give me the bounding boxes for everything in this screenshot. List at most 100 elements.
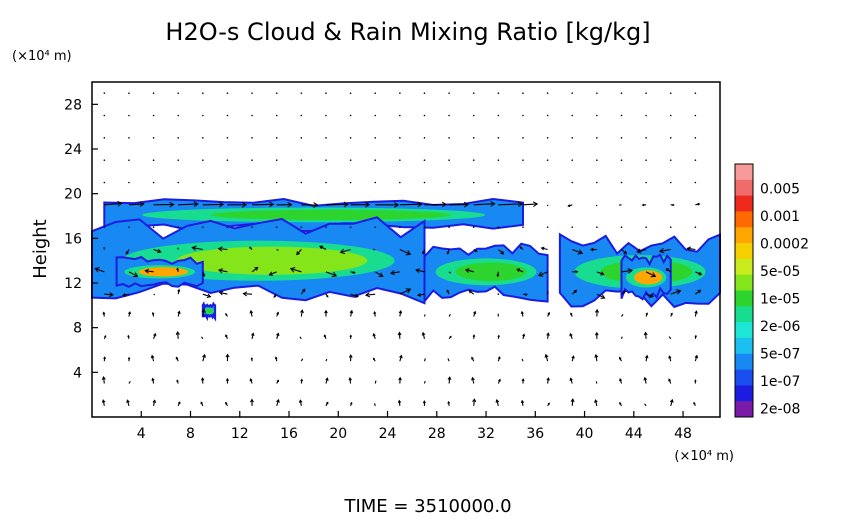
colorbar-swatch [735,179,753,197]
wind-vector [644,403,647,407]
wind-vector [417,293,425,296]
wind-vector-head [569,377,573,381]
wind-vector [594,399,598,406]
wind-vector-head [694,379,697,382]
wind-vector-dot [374,114,377,117]
wind-vector-head [658,247,665,254]
wind-vector-dot [103,137,106,139]
wind-vector-head [126,399,130,403]
wind-vector-dot [300,226,303,228]
wind-vector-head [225,334,228,338]
x-tick-label: 24 [379,426,397,442]
wind-vector-head [643,376,648,381]
wind-vector-head [364,292,371,298]
colorbar-label: 2e-08 [760,402,800,418]
wind-vector [498,203,523,206]
wind-vector-dot [275,92,278,94]
wind-vector-dot [448,159,450,161]
wind-vector-head [206,293,212,298]
wind-vector-head [152,399,157,403]
wind-vector-head [139,201,145,208]
wind-vector-dot [128,181,130,184]
wind-vector [644,332,647,339]
wind-vector-head [251,332,255,336]
y-tick-label: 16 [64,231,82,247]
wind-vector-head [325,377,329,381]
wind-vector-dot [325,137,327,139]
wind-vector-dot [423,226,426,228]
wind-vector-head [675,289,682,295]
wind-vector-head [472,334,476,337]
wind-vector-dot [620,226,623,228]
wind-vector [465,269,474,273]
wind-vector-dot [251,114,253,117]
wind-vector-dot [177,226,179,228]
wind-vector [636,248,647,253]
wind-vector [104,202,122,206]
wind-vector-dot [694,114,697,117]
wind-vector-head [573,289,578,294]
wind-vector-dot [620,181,623,184]
wind-vector-dot [374,92,377,94]
wind-vector-head [169,201,175,208]
wind-vector-dot [522,92,524,94]
wind-vector-head [517,201,524,207]
wind-vector-dot [546,114,549,117]
wind-vector [153,293,156,296]
wind-vector-head [218,201,225,208]
wind-vector-head [694,354,699,359]
wind-vector [390,271,400,274]
wind-vector [620,336,623,340]
wind-vector-head [698,271,703,276]
wind-vector [545,354,549,362]
wind-vector-dot [300,159,303,161]
wind-vector-head [125,251,129,255]
wind-vector-dot [275,181,278,184]
wind-vector-dot [399,137,401,139]
wind-vector-head [594,331,599,336]
wind-vector [448,271,452,274]
colorbar-label: 0.005 [760,182,800,198]
wind-vector-dot [669,114,672,117]
wind-vector-head [242,291,248,297]
cloud-region-core [205,308,214,314]
wind-vector [596,271,604,276]
wind-vector-dot [472,226,475,228]
wind-vector [497,249,504,255]
wind-vector [621,269,633,273]
wind-vector-dot [177,137,179,139]
wind-vector-dot [571,226,574,228]
wind-vector [202,309,205,317]
wind-vector-head [101,399,106,403]
y-tick-label: 8 [73,321,82,337]
wind-vector-dot [103,92,106,94]
wind-vector-dot [669,137,672,139]
wind-vector-dot [596,137,598,139]
wind-vector [374,271,383,277]
wind-vector [399,203,422,206]
wind-vector [596,293,605,299]
wind-vector [668,336,672,340]
wind-vector-dot [497,293,500,295]
colorbar-label: 1e-05 [760,292,800,308]
wind-vector [126,400,130,406]
wind-vector-dot [202,92,204,94]
wind-vector-head [636,248,642,254]
wind-vector-dot [177,181,179,184]
x-tick-label: 36 [526,426,544,442]
wind-vector-head [175,356,179,360]
wind-vector-dot [497,137,500,139]
wind-vector-head [175,330,180,336]
wind-vector-head [300,309,304,314]
wind-vector-dot [620,92,623,94]
wind-vector-head [354,293,359,298]
colorbar-label: 1e-07 [760,374,800,390]
colorbar-swatch [735,337,753,355]
wind-vector [645,271,656,277]
wind-vector-dot [152,137,155,139]
wind-vector-head [225,401,228,405]
wind-vector-head [449,335,452,338]
wind-vector-head [594,353,599,358]
wind-vector [695,271,702,276]
